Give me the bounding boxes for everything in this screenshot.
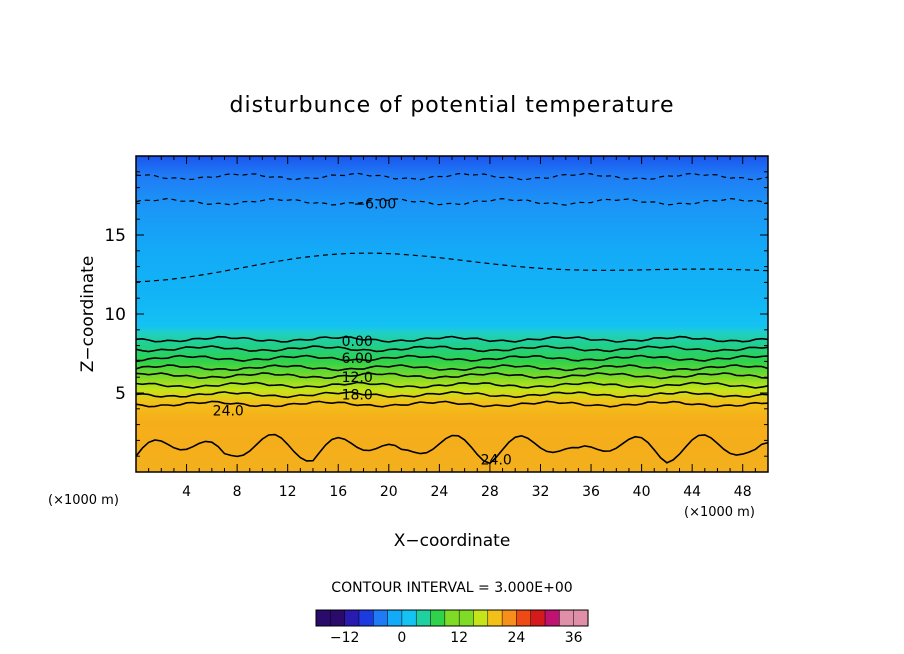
colorbar-cell bbox=[573, 609, 589, 627]
contour-line bbox=[136, 252, 768, 283]
contour-label: 24.0 bbox=[213, 403, 244, 419]
colorbar-cell bbox=[315, 609, 331, 627]
contour-line bbox=[136, 390, 768, 399]
colorbar-cell bbox=[444, 609, 460, 627]
colorbar-cell bbox=[430, 609, 446, 627]
contour-label: 12.0 bbox=[342, 370, 373, 386]
contour-label: −6.00 bbox=[353, 196, 396, 212]
contour-line bbox=[136, 197, 768, 206]
contour-lines bbox=[136, 172, 768, 465]
chart-title: disturbunce of potential temperature bbox=[230, 93, 675, 118]
colorbar-cell bbox=[458, 609, 475, 627]
x-tick-label: 32 bbox=[532, 484, 550, 500]
colorbar-cell bbox=[544, 609, 560, 627]
colorbar-cell bbox=[387, 609, 403, 627]
contour-label: 0.00 bbox=[342, 334, 373, 350]
contour-line bbox=[136, 381, 768, 389]
contour-line bbox=[136, 354, 768, 362]
contour-interval-label: CONTOUR INTERVAL = 3.000E+00 bbox=[331, 580, 572, 596]
colorbar-ticks: −12 0 12 24 36 bbox=[330, 630, 583, 646]
contour-labels: −6.00 0.006.00 12.0 18.0 24.0 24.0 bbox=[213, 196, 512, 468]
x-axis-label: X−coordinate bbox=[394, 531, 511, 551]
contour-line bbox=[136, 372, 768, 380]
y-tick-label: 5 bbox=[115, 384, 126, 404]
x-unit-label-left: (×1000 m) bbox=[48, 493, 119, 508]
colorbar-cell bbox=[344, 609, 360, 627]
x-tick-label: 20 bbox=[380, 484, 398, 500]
contour-line bbox=[136, 335, 768, 343]
colorbar-cell bbox=[487, 609, 503, 627]
plot-area: −6.00 0.006.00 12.0 18.0 24.0 24.0 bbox=[135, 155, 769, 473]
colorbar-tick-label: 0 bbox=[397, 630, 406, 646]
contour-line bbox=[136, 345, 768, 353]
x-tick-label: 12 bbox=[279, 484, 297, 500]
x-tick-label: 4 bbox=[182, 484, 191, 500]
colorbar-tick-label: −12 bbox=[330, 630, 360, 646]
x-tick-label: 48 bbox=[734, 484, 752, 500]
x-unit-label-right: (×1000 m) bbox=[684, 505, 755, 520]
y-tick-label: 15 bbox=[104, 226, 126, 246]
x-tick-label: 16 bbox=[329, 484, 347, 500]
x-tick-label: 40 bbox=[633, 484, 651, 500]
colorbar-cell bbox=[330, 609, 346, 627]
colorbar-cell bbox=[530, 609, 546, 627]
x-tick-label: 36 bbox=[582, 484, 600, 500]
colorbar-cell bbox=[401, 609, 417, 627]
colorbar-cell bbox=[473, 609, 489, 627]
x-ticks: 4 8 12 16 20 24 28 32 36 40 44 48 bbox=[148, 156, 756, 500]
x-tick-label: 28 bbox=[481, 484, 499, 500]
contour-label: 24.0 bbox=[481, 452, 512, 468]
y-axis-label: Z−coordinate bbox=[78, 256, 98, 373]
colorbar-tick-label: 12 bbox=[450, 630, 468, 646]
x-tick-label: 8 bbox=[233, 484, 242, 500]
colorbar-frame bbox=[315, 609, 589, 627]
colorbar bbox=[315, 609, 589, 627]
colorbar-tick-label: 36 bbox=[565, 630, 583, 646]
colorbar-cell bbox=[358, 609, 374, 627]
y-ticks: 5 10 15 bbox=[104, 171, 768, 457]
colorbar-cell bbox=[516, 609, 532, 627]
contour-line bbox=[136, 433, 768, 465]
y-tick-label: 10 bbox=[104, 305, 126, 325]
contour-label: 18.0 bbox=[342, 388, 373, 404]
contour-line bbox=[136, 364, 768, 372]
field-fill bbox=[136, 156, 768, 472]
colorbar-cell bbox=[373, 609, 389, 627]
colorbar-cell bbox=[501, 609, 517, 627]
x-tick-label: 24 bbox=[430, 484, 448, 500]
x-tick-label: 44 bbox=[683, 484, 701, 500]
colorbar-cell bbox=[559, 609, 575, 627]
contour-label: 6.00 bbox=[342, 351, 373, 367]
contour-line bbox=[136, 172, 768, 181]
colorbar-tick-label: 24 bbox=[508, 630, 526, 646]
colorbar-cell bbox=[415, 609, 432, 627]
contour-line bbox=[136, 400, 768, 408]
